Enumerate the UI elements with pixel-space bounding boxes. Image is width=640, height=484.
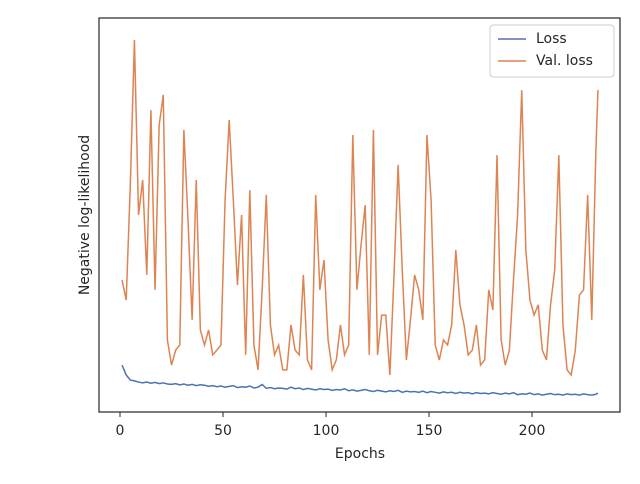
x-tick-label: 200 — [519, 423, 546, 439]
legend-label: Loss — [536, 31, 567, 47]
x-tick-label: 100 — [313, 423, 340, 439]
x-tick-label: 150 — [416, 423, 443, 439]
series-line — [121, 364, 599, 396]
y-axis-label: Negative log-likelihood — [77, 135, 93, 295]
x-tick-label: 0 — [116, 423, 125, 439]
x-tick-label: 50 — [214, 423, 232, 439]
x-axis-label: Epochs — [335, 446, 385, 462]
plot-frame — [98, 17, 621, 413]
legend-box — [489, 24, 615, 78]
legend-label: Val. loss — [536, 53, 593, 69]
series-line — [121, 40, 599, 377]
